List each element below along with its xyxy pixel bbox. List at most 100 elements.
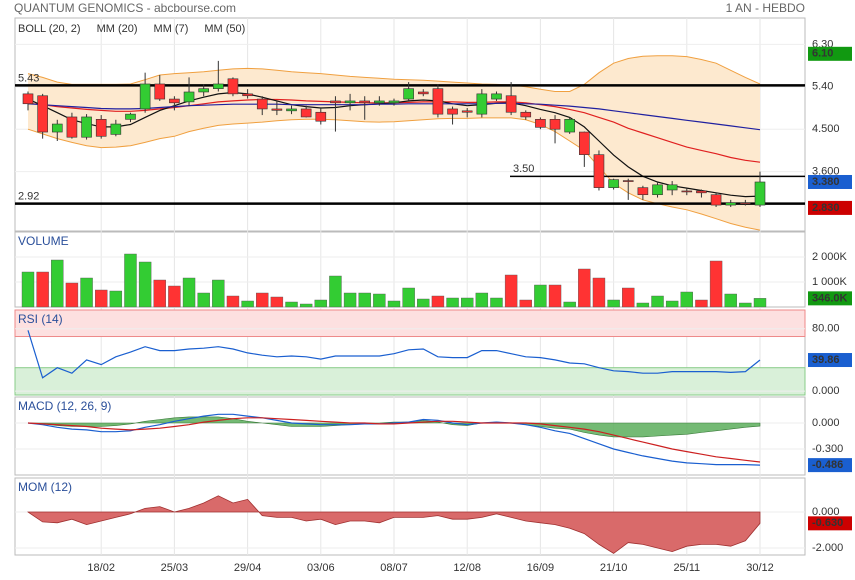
candle-body <box>549 119 561 130</box>
candle-body <box>754 181 766 206</box>
candle-body <box>579 131 590 155</box>
value-marker-label: -0.630 <box>812 517 843 529</box>
volume-bar <box>753 298 767 308</box>
panel-title: RSI (14) <box>18 312 63 326</box>
volume-bar <box>285 301 298 308</box>
value-marker <box>808 200 852 215</box>
x-tick-label: 18/02 <box>87 562 115 574</box>
volume-bar <box>461 297 474 308</box>
legend-entry: MM (20) <box>97 23 138 35</box>
candle-body <box>359 100 371 104</box>
x-tick-label: 25/11 <box>673 562 700 574</box>
candle-body <box>681 190 693 193</box>
value-marker <box>808 291 852 306</box>
value-marker <box>808 46 852 61</box>
volume-bar <box>607 299 620 308</box>
candle-body <box>725 202 737 206</box>
volume-bar <box>329 275 342 308</box>
value-marker-label: 2.830 <box>812 202 840 214</box>
candle-body <box>154 83 166 100</box>
candle-body <box>315 111 327 122</box>
x-tick-label: 03/06 <box>307 562 335 574</box>
volume-bar <box>51 259 64 308</box>
volume-bar <box>65 282 79 308</box>
candle-body <box>447 108 458 115</box>
candle-body <box>22 93 34 105</box>
volume-bar <box>695 299 708 308</box>
candle-body <box>710 194 722 206</box>
volume-bar <box>548 284 562 308</box>
volume-bar <box>431 295 445 308</box>
x-tick-label: 30/12 <box>746 562 774 574</box>
volume-bar <box>153 279 166 308</box>
candle-body <box>476 93 488 115</box>
candle-body <box>169 98 180 104</box>
volume-bar <box>197 292 210 308</box>
volume-bar <box>402 287 415 308</box>
volume-bar <box>373 293 386 308</box>
volume-bar <box>358 292 371 308</box>
x-tick-label: 25/03 <box>161 562 189 574</box>
volume-bar <box>168 285 181 308</box>
candle-body <box>330 100 341 104</box>
candle-body <box>622 180 634 182</box>
level-label: 5.43 <box>18 72 39 84</box>
candle-body <box>227 78 239 95</box>
volume-bar <box>563 301 576 308</box>
overbought-zone <box>14 309 806 338</box>
volume-bar <box>709 260 723 308</box>
volume-bar <box>21 271 35 308</box>
macd-panel <box>14 396 806 476</box>
volume-bar <box>665 300 679 308</box>
volume-bar <box>182 277 196 308</box>
volume-bar <box>534 284 547 308</box>
oversold-zone <box>14 367 806 396</box>
volume-bar <box>270 296 284 308</box>
volume-bar <box>212 279 225 308</box>
y-tick-label: 0.000 <box>812 506 840 518</box>
candle-body <box>374 100 385 104</box>
y-tick-label: 0.000 <box>812 385 840 397</box>
bollinger-lower <box>27 117 761 231</box>
legend-entry: MM (7) <box>154 23 189 35</box>
candle-body <box>637 187 649 196</box>
y-tick-label: 1 000K <box>812 276 848 288</box>
candle-body <box>461 110 473 113</box>
candle-body <box>125 113 136 120</box>
candle-body <box>183 91 195 103</box>
candle-body <box>652 184 663 196</box>
volume-bar <box>739 302 752 308</box>
candle-body <box>593 154 605 188</box>
header-period: 1 AN - HEBDO <box>726 1 805 15</box>
candle-body <box>520 111 532 118</box>
candle-body <box>213 83 224 89</box>
legend-entry: BOLL (20, 2) <box>18 23 81 35</box>
candle-body <box>344 100 356 104</box>
candle-body <box>95 119 107 137</box>
volume-bar <box>651 295 664 308</box>
y-tick-label: 0.000 <box>812 417 840 429</box>
volume-bar <box>417 298 430 308</box>
value-marker-label: -0.486 <box>812 459 843 471</box>
volume-bar <box>256 292 269 308</box>
bollinger-fill <box>28 55 760 231</box>
value-marker-label: 39.86 <box>812 354 840 366</box>
panel-title: MOM (12) <box>18 480 72 494</box>
volume-bar <box>504 274 518 308</box>
value-marker-label: 3.380 <box>812 176 840 188</box>
y-tick-label: -0.300 <box>812 443 843 455</box>
candle-body <box>608 179 619 188</box>
candle-body <box>37 95 48 133</box>
volume-bar <box>519 299 532 308</box>
rsi-line <box>27 330 761 379</box>
x-tick-label: 29/04 <box>234 562 262 574</box>
value-marker <box>808 458 852 473</box>
legend-entry: MM (50) <box>204 23 245 35</box>
candle-body <box>256 98 268 110</box>
candle-body <box>139 83 151 110</box>
macd-line <box>27 417 761 463</box>
volume-bar <box>490 297 503 308</box>
candle-body <box>388 100 400 104</box>
volume-bar <box>578 268 591 308</box>
volume-bar <box>343 292 357 308</box>
